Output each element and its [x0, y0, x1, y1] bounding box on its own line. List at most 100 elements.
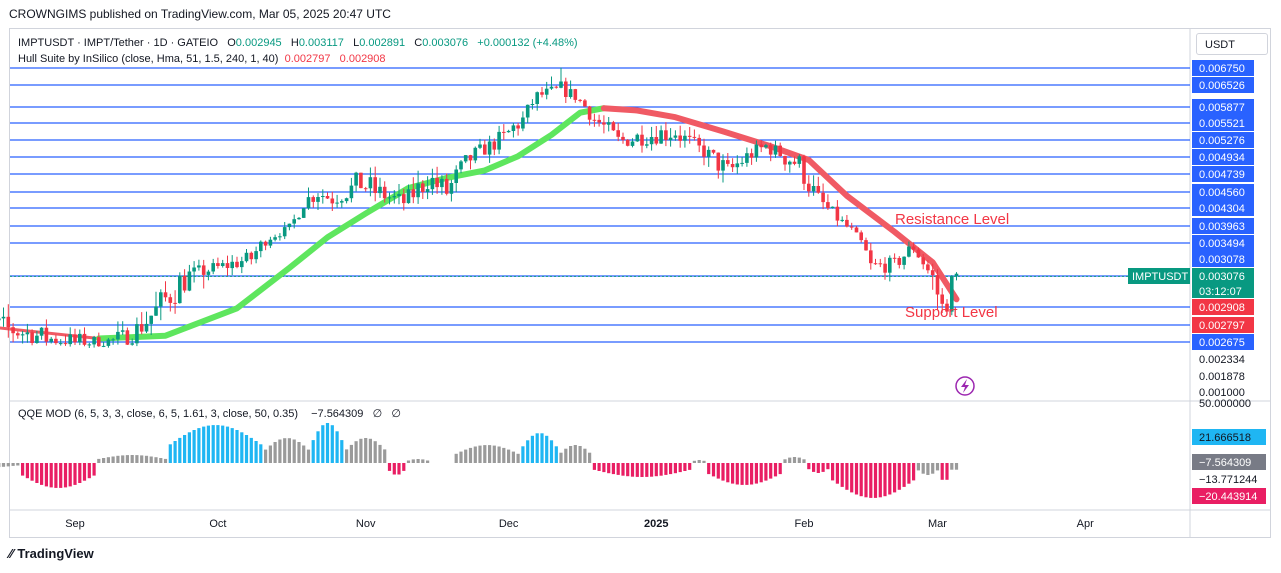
qqe-histogram-bar — [850, 463, 854, 493]
price-axis-label-bg — [1192, 235, 1254, 251]
candle-body — [935, 275, 940, 295]
qqe-histogram-bar — [497, 446, 501, 463]
price-axis-label: 0.003494 — [1199, 238, 1245, 250]
qqe-histogram-bar — [178, 437, 182, 463]
candle-body — [602, 122, 606, 125]
qqe-axis-label: −7.564309 — [1199, 457, 1251, 469]
time-axis-label: Dec — [499, 518, 519, 530]
time-axis-label: 2025 — [644, 518, 668, 530]
qqe-histogram-bar — [235, 430, 239, 463]
qqe-histogram-bar — [540, 433, 544, 463]
candle-body — [840, 219, 844, 221]
qqe-histogram-bar — [78, 463, 82, 483]
candle-body — [649, 137, 654, 145]
qqe-histogram-bar — [635, 463, 639, 477]
candle-body — [611, 122, 616, 131]
indicator-value-2: 0.002908 — [339, 53, 386, 65]
candle-body — [425, 189, 430, 192]
qqe-histogram-bar — [359, 438, 363, 463]
candle-body — [816, 186, 821, 193]
candle-body — [454, 169, 458, 183]
qqe-histogram-bar — [797, 457, 801, 463]
currency-selector[interactable]: USDT — [1196, 33, 1268, 55]
qqe-histogram-bar — [831, 463, 835, 481]
candle-body — [16, 333, 20, 336]
price-axis-label-bg — [1192, 268, 1254, 284]
qqe-histogram-bar — [769, 463, 773, 479]
qqe-histogram-bar — [521, 446, 525, 463]
candle-body — [697, 137, 701, 146]
qqe-histogram-bar — [621, 463, 625, 476]
qqe-histogram-bar — [731, 463, 735, 484]
qqe-histogram-bar — [321, 425, 325, 463]
qqe-histogram-bar — [387, 463, 392, 471]
qqe-histogram-bar — [826, 463, 830, 470]
qqe-histogram-bar — [316, 431, 320, 463]
candle-body — [768, 145, 773, 155]
candle-body — [821, 192, 825, 203]
qqe-histogram-bar — [916, 463, 920, 471]
candle-body — [406, 189, 411, 204]
qqe-histogram-bar — [802, 459, 806, 463]
price-axis-label: 0.005877 — [1199, 102, 1245, 114]
qqe-histogram-bar — [588, 452, 592, 463]
candle-body — [92, 337, 96, 345]
qqe-histogram-bar — [945, 463, 949, 480]
chart-legend: IMPTUSDT · IMPT/Tether · 1D · GATEIO O0.… — [18, 35, 578, 67]
qqe-histogram-bar — [488, 445, 492, 463]
candle-body — [301, 208, 306, 218]
price-axis-label: 0.002797 — [1199, 320, 1245, 332]
qqe-histogram-bar — [735, 463, 739, 485]
candle-body — [225, 263, 230, 268]
candle-body — [797, 156, 802, 164]
candle-body — [211, 263, 215, 272]
qqe-histogram-bar — [812, 463, 816, 472]
candle-body — [530, 104, 535, 105]
candle-body — [554, 86, 559, 88]
time-axis-label: Apr — [1077, 518, 1094, 530]
candle-body — [587, 106, 592, 120]
candle-body — [897, 258, 902, 265]
price-axis-label: 0.006526 — [1199, 80, 1245, 92]
candle-body — [468, 155, 473, 161]
qqe-histogram-bar — [30, 463, 34, 481]
candle-body — [950, 275, 954, 312]
price-axis-label: 0.003078 — [1199, 254, 1245, 266]
candle-body — [87, 344, 92, 346]
qqe-name[interactable]: QQE MOD (6, 5, 3, 3, close, 6, 5, 1.61, … — [18, 408, 299, 420]
candle-body — [120, 330, 125, 332]
qqe-histogram-bar — [583, 448, 587, 463]
qqe-histogram-bar — [454, 453, 458, 463]
qqe-histogram-bar — [297, 442, 301, 463]
candle-body — [335, 202, 339, 204]
candle-body — [0, 318, 1, 321]
candle-body — [954, 273, 959, 276]
qqe-histogram-bar — [573, 445, 577, 463]
qqe-histogram-bar — [197, 428, 201, 463]
candle-body — [135, 324, 139, 344]
qqe-histogram-bar — [883, 463, 887, 497]
candle-body — [692, 136, 697, 138]
candle-body — [435, 177, 439, 188]
candle-body — [235, 261, 239, 268]
qqe-histogram-bar — [492, 445, 496, 463]
symbol-name[interactable]: IMPTUSDT · IMPT/Tether · 1D · GATEIO — [18, 37, 219, 49]
qqe-histogram-bar — [6, 463, 10, 467]
candle-body — [873, 263, 878, 265]
qqe-histogram-bar — [821, 463, 825, 472]
qqe-histogram-bar — [211, 425, 215, 463]
candle-body — [139, 324, 144, 332]
qqe-histogram-bar — [259, 444, 263, 463]
qqe-histogram-bar — [788, 457, 792, 463]
lightning-icon-bolt — [961, 379, 969, 393]
qqe-histogram-bar — [345, 449, 349, 463]
qqe-histogram-bar — [893, 463, 897, 493]
candle-body — [187, 271, 192, 291]
indicator-name[interactable]: Hull Suite by InSilico (close, Hma, 51, … — [18, 53, 279, 65]
candle-body — [20, 334, 25, 336]
candle-body — [30, 332, 34, 343]
price-axis-label-bg — [1192, 77, 1254, 93]
candle-body — [592, 119, 597, 121]
qqe-histogram-bar — [659, 463, 663, 476]
